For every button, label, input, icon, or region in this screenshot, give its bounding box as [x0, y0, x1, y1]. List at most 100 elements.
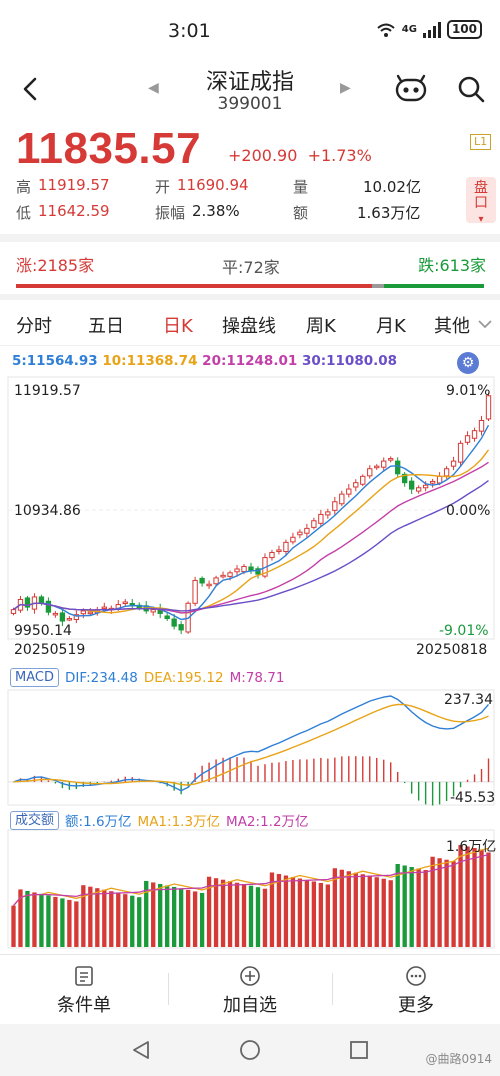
volume-tag[interactable]: 成交额: [10, 810, 60, 830]
candle-body: [80, 610, 87, 615]
robot-icon[interactable]: [394, 74, 428, 104]
ma5-line: [13, 424, 490, 621]
back-button[interactable]: [16, 74, 46, 104]
tab-daily-k[interactable]: 日K: [163, 316, 193, 337]
candle-body: [381, 460, 387, 468]
chevron-down-icon[interactable]: [477, 318, 493, 330]
volume-bar: [74, 901, 79, 947]
kline-frame: [7, 376, 495, 640]
candle-body: [52, 612, 59, 616]
macd-tag[interactable]: MACD: [10, 668, 59, 687]
volume-bar: [53, 896, 58, 947]
volume-bar: [304, 879, 310, 947]
candle-body: [388, 458, 394, 461]
level-badge: L1: [470, 134, 492, 150]
candle-body: [325, 511, 331, 516]
prev-stock-arrow[interactable]: ◀: [148, 80, 159, 96]
add-watch-button[interactable]: 加自选: [170, 965, 330, 1017]
volume-bar: [339, 869, 344, 947]
volume-bar: [18, 889, 23, 947]
macd-frame: [7, 689, 495, 806]
volume-top: 1.6万亿: [446, 839, 497, 855]
conditions-button[interactable]: 条件单: [4, 965, 164, 1017]
candle-body: [73, 614, 80, 621]
pankou-button[interactable]: 盘口 ▾: [466, 177, 496, 225]
candle-body: [213, 577, 219, 585]
candle-body: [248, 566, 254, 571]
candle-body: [353, 482, 359, 488]
candle-body: [38, 596, 45, 604]
network-label: 4G: [401, 24, 417, 35]
candle-body: [276, 549, 282, 552]
conditions-label: 条件单: [57, 995, 111, 1016]
next-stock-arrow[interactable]: ▶: [340, 80, 351, 96]
macd-dea: DEA:195.12: [143, 669, 224, 686]
tab-monthly-k[interactable]: 月K: [376, 316, 406, 337]
candle-body: [283, 541, 289, 552]
volume-bar: [276, 873, 282, 947]
candle-body: [395, 460, 401, 475]
section-divider: [0, 234, 500, 242]
low-value: 11642.59: [38, 202, 110, 220]
price-change: +200.90 +1.73%: [228, 146, 372, 165]
candle-body: [318, 513, 324, 524]
volume-bar: [95, 888, 100, 947]
volume-bar: [269, 872, 275, 947]
tab-weekly-k[interactable]: 周K: [306, 316, 336, 337]
section-divider: [0, 294, 500, 300]
volume-bar: [60, 898, 65, 947]
candle-body: [24, 597, 31, 608]
gear-icon[interactable]: ⚙: [457, 352, 479, 374]
status-icons: 4G 100: [376, 20, 482, 39]
volume-amount: 额:1.6万亿: [65, 814, 132, 830]
macd-dif: DIF:234.48: [64, 669, 138, 686]
volume-bar: [444, 859, 449, 947]
volume-bar: [430, 856, 435, 947]
volume-bar: [381, 878, 386, 947]
macd-m: M:78.71: [229, 669, 285, 686]
candle-body: [415, 487, 422, 492]
macd-bottom: -45.53: [450, 790, 496, 806]
volume-bar: [220, 879, 226, 947]
y-axis-mid: 10934.86: [14, 503, 81, 519]
pct-axis-top: 9.01%: [446, 383, 491, 399]
candle-body: [234, 568, 240, 573]
tab-trading-line[interactable]: 操盘线: [222, 316, 276, 337]
volume-bar: [178, 888, 184, 947]
home-circle-icon[interactable]: [239, 1039, 261, 1061]
tab-intraday[interactable]: 分时: [16, 316, 52, 337]
more-button[interactable]: 更多: [336, 965, 496, 1017]
volume-legend: 成交额 额:1.6万亿 MA1:1.3万亿 MA2:1.2万亿: [10, 810, 309, 830]
candle-body: [443, 468, 450, 477]
tab-other[interactable]: 其他: [434, 316, 470, 337]
market-breadth: 涨:2185家 平:72家 跌:613家: [0, 244, 500, 294]
volume-bar: [67, 899, 72, 947]
tab-five-day[interactable]: 五日: [88, 316, 124, 337]
y-axis-bottom: 9950.14: [14, 623, 72, 639]
candle-body: [339, 493, 345, 505]
volume-bar: [165, 885, 170, 947]
low-label: 低: [16, 204, 32, 222]
back-triangle-icon[interactable]: [130, 1039, 152, 1061]
candle-body: [346, 488, 352, 495]
candle-body: [478, 419, 485, 432]
candle-body: [45, 600, 52, 613]
candle-body: [59, 612, 66, 622]
watermark: @曲路0914: [425, 1052, 492, 1066]
ma20-line: [13, 461, 489, 614]
candle-body: [164, 615, 170, 620]
volume-bar: [262, 888, 268, 947]
plus-circle-icon: [240, 966, 260, 986]
volume-bar: [290, 876, 296, 947]
candle-body: [220, 574, 226, 578]
volume-bar: [192, 891, 198, 947]
decliners: 跌:613家: [418, 256, 486, 275]
volume-ma1: MA1:1.3万亿: [137, 814, 221, 830]
ma30-line: [13, 480, 489, 612]
kline-chart[interactable]: [0, 375, 500, 950]
recents-square-icon[interactable]: [348, 1039, 370, 1061]
volume-value: 10.02亿: [363, 178, 421, 196]
volume-bar: [416, 868, 421, 947]
search-icon[interactable]: [456, 74, 486, 104]
volume-bar: [451, 861, 456, 947]
